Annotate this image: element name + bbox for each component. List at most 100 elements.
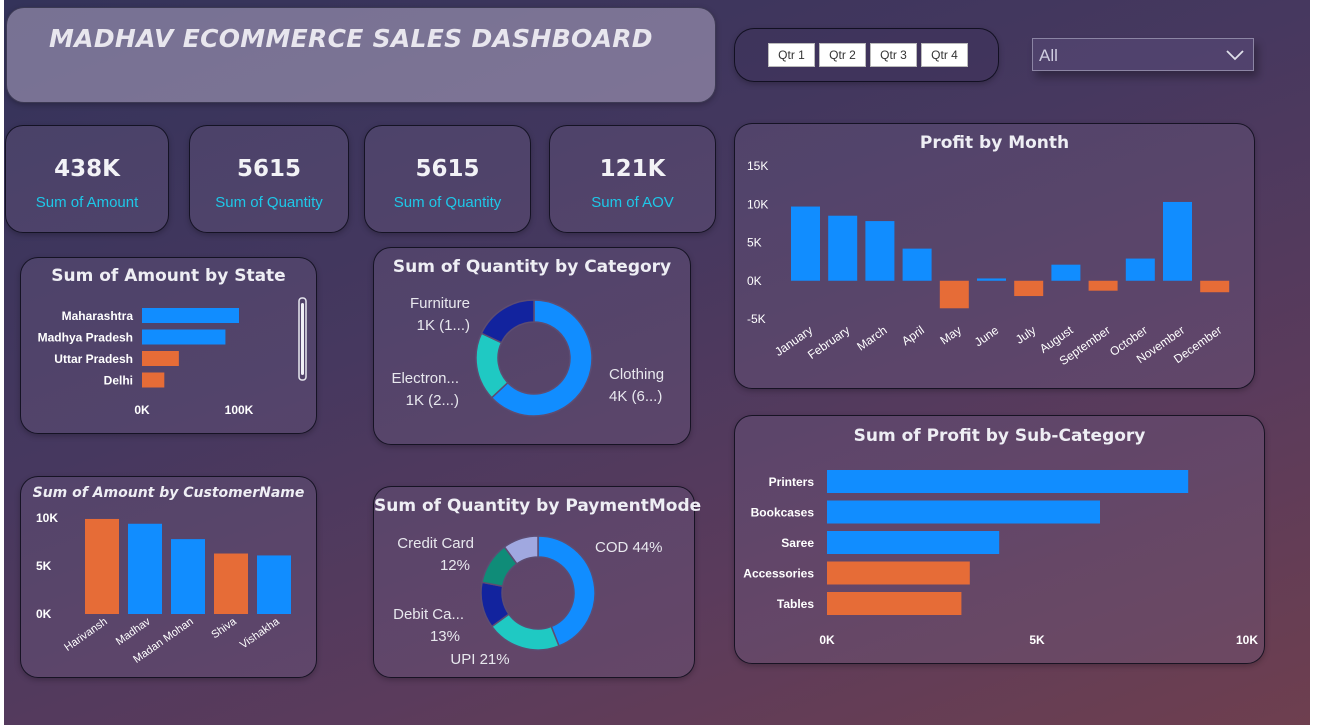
kpi-label: Sum of AOV bbox=[591, 194, 674, 211]
bar bbox=[85, 518, 119, 614]
x-tick-label: July bbox=[1013, 323, 1039, 347]
slice bbox=[480, 299, 535, 344]
x-tick-label: 0K bbox=[134, 403, 150, 417]
kpi-card-quantity-2: 5615 Sum of Quantity bbox=[364, 125, 531, 233]
qtr-4-button[interactable]: Qtr 4 bbox=[921, 43, 968, 67]
slice bbox=[503, 535, 539, 565]
qtr-1-button[interactable]: Qtr 1 bbox=[768, 43, 815, 67]
chart-title: Sum of Quantity by PaymentMode bbox=[374, 496, 702, 516]
category-label: Bookcases bbox=[751, 506, 815, 520]
state-chart-card: Sum of Amount by State Maharashtra Madhya… bbox=[20, 257, 317, 434]
x-tick-label: June bbox=[972, 323, 1002, 350]
category-label: Madhya Pradesh bbox=[38, 331, 133, 345]
kpi-value: 5615 bbox=[236, 156, 301, 182]
x-tick-label: May bbox=[937, 323, 964, 347]
bar bbox=[214, 553, 248, 614]
title-banner: MADHAV ECOMMERCE SALES DASHBOARD bbox=[6, 7, 716, 103]
customer-chart-card: Sum of Amount by CustomerName 10K 5K 0K Har… bbox=[20, 476, 317, 678]
bar bbox=[902, 248, 932, 281]
x-tick-label: 0K bbox=[819, 633, 835, 647]
x-tick-label: Shiva bbox=[209, 615, 239, 641]
bar bbox=[827, 561, 970, 585]
kpi-label: Sum of Quantity bbox=[215, 194, 323, 211]
chart-title: Sum of Amount by CustomerName bbox=[32, 485, 305, 501]
x-tick-label: March bbox=[854, 323, 889, 354]
quarter-slicer: Qtr 1 Qtr 2 Qtr 3 Qtr 4 bbox=[734, 28, 999, 82]
kpi-card-aov: 121K Sum of AOV bbox=[549, 125, 716, 233]
subcategory-chart-card: Sum of Profit by Sub-Category Printers Bo… bbox=[734, 415, 1265, 664]
category-label: Accessories bbox=[743, 567, 814, 581]
slice-value-label: 4K (6...) bbox=[609, 388, 662, 405]
kpi-card-amount: 438K Sum of Amount bbox=[5, 125, 169, 233]
bar bbox=[827, 531, 1000, 554]
y-tick-label: 5K bbox=[747, 236, 762, 250]
kpi-value: 438K bbox=[54, 156, 120, 182]
bar bbox=[827, 592, 962, 615]
y-tick-label: 15K bbox=[747, 159, 768, 173]
y-tick-label: 0K bbox=[747, 274, 762, 288]
chart-title: Sum of Profit by Sub-Category bbox=[853, 426, 1146, 446]
kpi-value: 121K bbox=[599, 156, 666, 182]
bar bbox=[142, 308, 239, 323]
x-tick-label: February bbox=[805, 323, 852, 362]
bar bbox=[171, 539, 205, 614]
qtr-2-button[interactable]: Qtr 2 bbox=[819, 43, 866, 67]
dashboard-title: MADHAV ECOMMERCE SALES DASHBOARD bbox=[49, 24, 653, 53]
qtr-3-button[interactable]: Qtr 3 bbox=[870, 43, 917, 67]
x-tick-label: 5K bbox=[1029, 633, 1045, 647]
bar bbox=[1163, 201, 1192, 281]
bar bbox=[939, 280, 969, 309]
bar bbox=[865, 221, 895, 281]
x-tick-label: 10K bbox=[1236, 633, 1258, 647]
bar bbox=[977, 278, 1006, 281]
payment-chart-card: Sum of Quantity by PaymentMode COD 44% UP… bbox=[373, 486, 702, 678]
month-chart-card: Profit by Month 15K 10K 5K 0K -5K January Febr… bbox=[734, 123, 1255, 389]
bar bbox=[828, 215, 858, 281]
state-filter-dropdown[interactable]: All bbox=[1032, 38, 1254, 71]
chart-title: Profit by Month bbox=[919, 133, 1070, 153]
scrollbar bbox=[298, 297, 307, 381]
kpi-label: Sum of Quantity bbox=[393, 194, 502, 211]
slice-value-label: 1K (1...) bbox=[417, 317, 470, 334]
bar bbox=[142, 372, 165, 388]
slice bbox=[490, 299, 593, 417]
bar bbox=[1051, 264, 1081, 281]
y-tick-label: 10K bbox=[36, 511, 58, 525]
bar bbox=[1125, 258, 1155, 281]
slice-value-label: 1K (2...) bbox=[406, 392, 459, 409]
bar bbox=[142, 351, 179, 366]
x-tick-label: Harivansh bbox=[62, 616, 109, 654]
bar bbox=[1200, 280, 1230, 293]
slice-label: Credit Card bbox=[397, 535, 474, 552]
scrollbar-thumb bbox=[301, 303, 304, 375]
bar bbox=[1014, 280, 1044, 297]
bar bbox=[1088, 280, 1118, 291]
category-label: Delhi bbox=[104, 374, 133, 388]
x-tick-label: 100K bbox=[225, 403, 254, 417]
chevron-down-icon bbox=[1226, 50, 1244, 61]
chart-title: Sum of Quantity by Category bbox=[392, 257, 672, 277]
state-filter-value: All bbox=[1039, 46, 1058, 65]
x-tick-label: April bbox=[899, 323, 927, 348]
slice-label: Debit Ca... bbox=[393, 606, 464, 623]
x-tick-label: Madhav bbox=[114, 615, 153, 648]
slice-label: Clothing bbox=[609, 366, 664, 383]
slice bbox=[537, 535, 596, 647]
bar bbox=[827, 470, 1189, 493]
category-label: Printers bbox=[769, 475, 815, 489]
bar bbox=[827, 500, 1100, 524]
category-donut-chart: Clothing 4K (6...) Electron... 1K (2...) Fur… bbox=[391, 295, 664, 417]
slice-label: Furniture bbox=[410, 295, 470, 312]
state-bar-chart: Maharashtra Madhya Pradesh Uttar Pradesh De… bbox=[38, 297, 307, 417]
y-tick-label: -5K bbox=[747, 312, 766, 326]
bar bbox=[791, 206, 820, 281]
slice-label: COD 44% bbox=[595, 539, 663, 556]
slice bbox=[475, 332, 509, 399]
kpi-label: Sum of Amount bbox=[35, 194, 139, 211]
bar bbox=[142, 329, 226, 345]
slice-label: UPI 21% bbox=[450, 651, 509, 668]
category-label: Saree bbox=[781, 536, 814, 550]
dashboard-canvas: MADHAV ECOMMERCE SALES DASHBOARD Qtr 1 Q… bbox=[4, 0, 1310, 725]
subcategory-bar-chart: Printers Bookcases Saree Accessories Tables 0… bbox=[743, 470, 1258, 647]
